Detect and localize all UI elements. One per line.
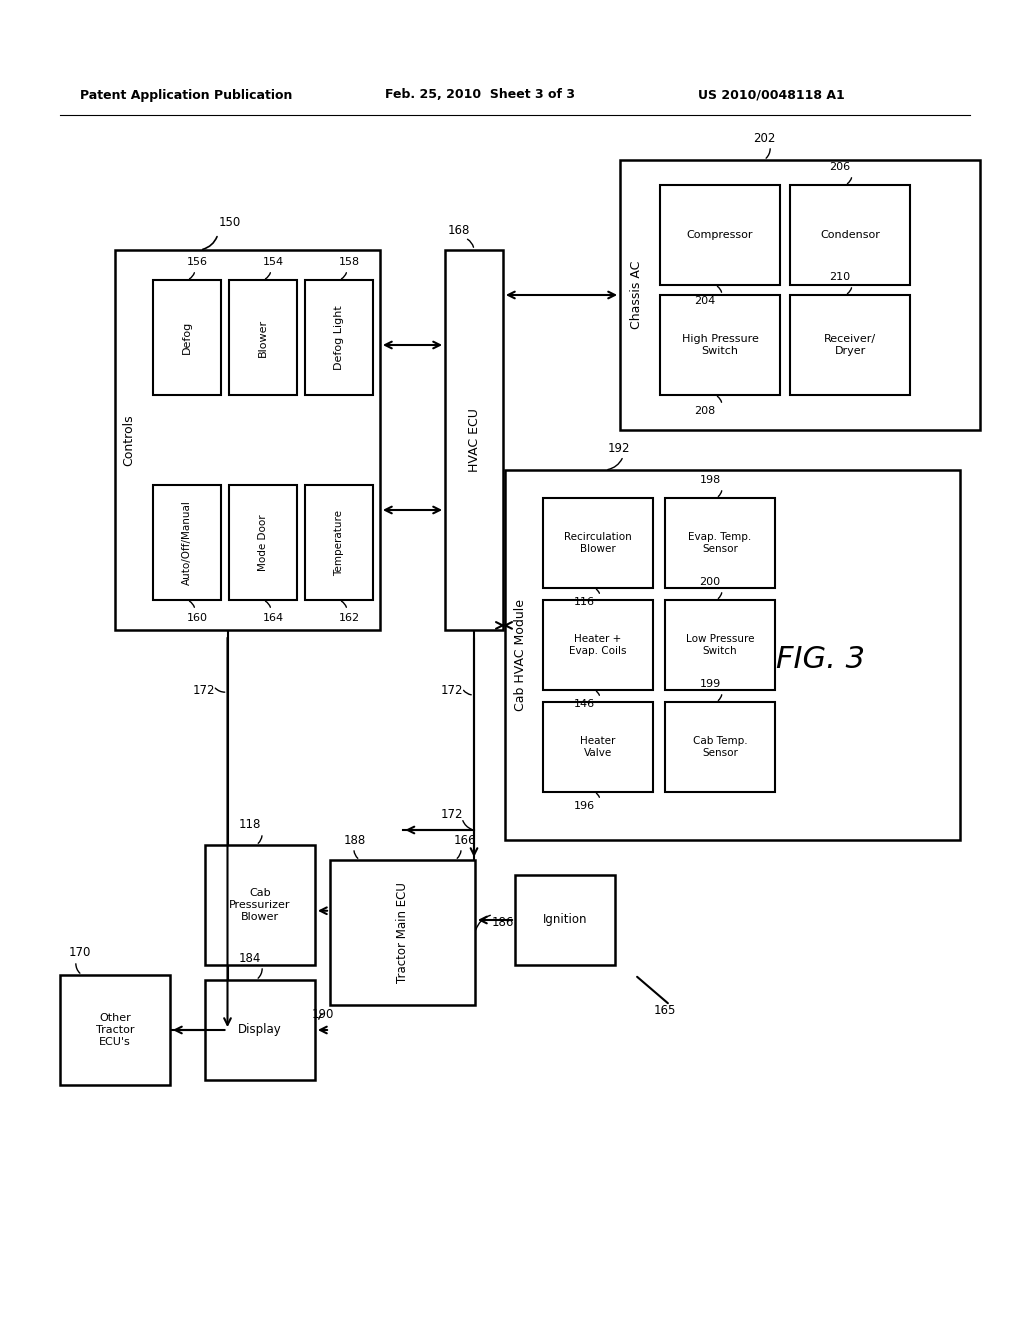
Text: Low Pressure
Switch: Low Pressure Switch <box>686 634 755 656</box>
Text: Heater
Valve: Heater Valve <box>581 737 615 758</box>
Text: Cab HVAC Module: Cab HVAC Module <box>514 599 527 711</box>
Text: 172: 172 <box>440 808 463 821</box>
Text: Defog: Defog <box>182 321 193 354</box>
Bar <box>665 498 775 587</box>
Text: 156: 156 <box>186 257 208 267</box>
Text: Receiver/
Dryer: Receiver/ Dryer <box>824 334 877 356</box>
Bar <box>665 702 775 792</box>
Bar <box>543 601 653 690</box>
Bar <box>305 484 373 601</box>
Text: 162: 162 <box>339 612 359 623</box>
Bar <box>543 498 653 587</box>
Bar <box>229 280 297 395</box>
Text: High Pressure
Switch: High Pressure Switch <box>682 334 759 356</box>
Text: Blower: Blower <box>258 318 268 356</box>
Bar <box>665 601 775 690</box>
Text: 154: 154 <box>262 257 284 267</box>
Bar <box>660 294 780 395</box>
Bar <box>505 470 961 840</box>
Text: 196: 196 <box>573 801 595 810</box>
Text: Cab Temp.
Sensor: Cab Temp. Sensor <box>692 737 748 758</box>
Text: 150: 150 <box>219 215 241 228</box>
Text: 164: 164 <box>262 612 284 623</box>
Bar <box>330 861 475 1005</box>
Text: 146: 146 <box>573 700 595 709</box>
Text: 198: 198 <box>699 475 721 484</box>
Text: Cab
Pressurizer
Blower: Cab Pressurizer Blower <box>229 888 291 921</box>
Text: Ignition: Ignition <box>543 913 587 927</box>
Text: Other
Tractor
ECU's: Other Tractor ECU's <box>96 1014 134 1047</box>
Text: Heater +
Evap. Coils: Heater + Evap. Coils <box>569 634 627 656</box>
Bar <box>305 280 373 395</box>
Text: Patent Application Publication: Patent Application Publication <box>80 88 293 102</box>
Bar <box>205 845 315 965</box>
Text: 118: 118 <box>239 818 261 832</box>
Text: US 2010/0048118 A1: US 2010/0048118 A1 <box>698 88 845 102</box>
Bar <box>229 484 297 601</box>
Text: Auto/Off/Manual: Auto/Off/Manual <box>182 500 193 585</box>
Text: 165: 165 <box>653 1003 676 1016</box>
Bar <box>115 249 380 630</box>
Text: Chassis AC: Chassis AC <box>630 261 642 329</box>
Text: 206: 206 <box>829 162 851 172</box>
Text: 202: 202 <box>753 132 775 144</box>
Bar <box>205 979 315 1080</box>
Text: HVAC ECU: HVAC ECU <box>468 408 480 473</box>
Text: Display: Display <box>239 1023 282 1036</box>
Text: 170: 170 <box>69 946 91 960</box>
Text: 204: 204 <box>694 296 716 306</box>
Text: Defog Light: Defog Light <box>334 305 344 370</box>
Bar <box>153 280 221 395</box>
Text: FIG. 3: FIG. 3 <box>775 645 864 675</box>
Text: Feb. 25, 2010  Sheet 3 of 3: Feb. 25, 2010 Sheet 3 of 3 <box>385 88 575 102</box>
Text: Condensor: Condensor <box>820 230 880 240</box>
Bar <box>620 160 980 430</box>
Text: 199: 199 <box>699 678 721 689</box>
Text: 166: 166 <box>454 833 476 846</box>
Text: 160: 160 <box>186 612 208 623</box>
Bar <box>543 702 653 792</box>
Text: Tractor Main ECU: Tractor Main ECU <box>396 882 409 983</box>
Bar <box>60 975 170 1085</box>
Bar <box>515 875 615 965</box>
Bar <box>790 294 910 395</box>
Text: 208: 208 <box>694 407 716 416</box>
Text: 186: 186 <box>492 916 514 929</box>
Text: 200: 200 <box>699 577 721 587</box>
Text: Compressor: Compressor <box>687 230 754 240</box>
Text: Mode Door: Mode Door <box>258 515 268 570</box>
Text: 184: 184 <box>239 952 261 965</box>
Bar <box>153 484 221 601</box>
Text: Temperature: Temperature <box>334 510 344 576</box>
Text: Evap. Temp.
Sensor: Evap. Temp. Sensor <box>688 532 752 554</box>
Text: 210: 210 <box>829 272 851 282</box>
Text: 188: 188 <box>344 833 367 846</box>
Text: 192: 192 <box>607 441 630 454</box>
Text: 158: 158 <box>339 257 359 267</box>
Text: 172: 172 <box>440 684 463 697</box>
Text: 168: 168 <box>447 223 470 236</box>
Bar <box>445 249 503 630</box>
Text: 172: 172 <box>193 684 215 697</box>
Bar <box>660 185 780 285</box>
Text: 116: 116 <box>573 597 595 607</box>
Text: Recirculation
Blower: Recirculation Blower <box>564 532 632 554</box>
Bar <box>790 185 910 285</box>
Text: 190: 190 <box>311 1007 334 1020</box>
Text: Controls: Controls <box>123 414 135 466</box>
